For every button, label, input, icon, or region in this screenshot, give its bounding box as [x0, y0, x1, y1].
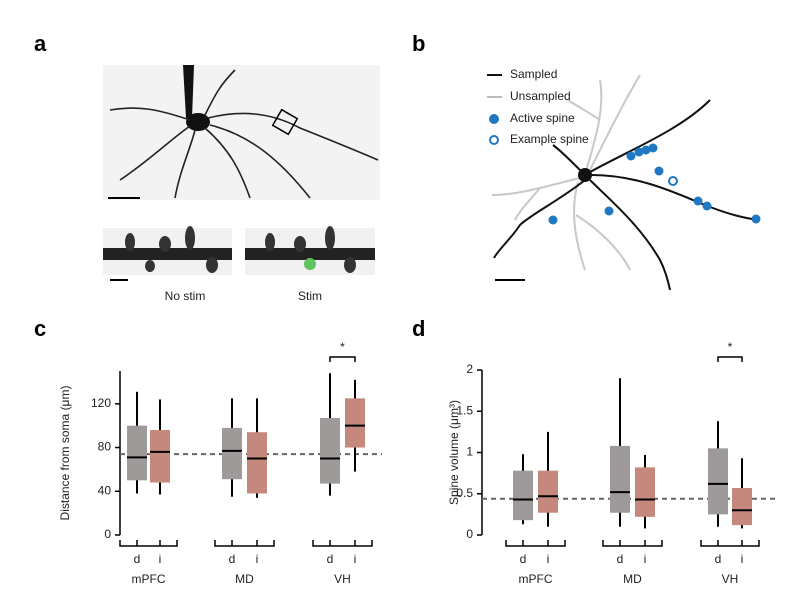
box [127, 425, 147, 481]
x-tick-label: i [354, 552, 357, 566]
box [345, 398, 365, 448]
x-tick-label: d [327, 552, 334, 566]
x-tick-label: i [547, 552, 550, 566]
box [150, 430, 170, 483]
group-bracket [700, 540, 760, 547]
y-tick-label: 0 [466, 527, 473, 541]
x-tick-label: d [715, 552, 722, 566]
legend-label: Active spine [510, 111, 575, 125]
y-tick-label: 1 [466, 445, 473, 459]
y-tick-label: 2 [466, 362, 473, 376]
group-label: MD [235, 572, 254, 586]
legend-label: Sampled [510, 67, 557, 81]
caption: No stim [165, 289, 206, 303]
box [320, 418, 340, 484]
legend-label: Unsampled [510, 89, 571, 103]
y-tick-label: 40 [98, 483, 112, 497]
x-tick-label: d [134, 552, 141, 566]
significance-bracket [329, 356, 356, 362]
x-tick-label: i [159, 552, 162, 566]
group-label: VH [334, 572, 351, 586]
micrograph [103, 65, 380, 281]
caption: Stim [298, 289, 322, 303]
group-label: MD [623, 572, 642, 586]
significance-mark: * [340, 340, 345, 354]
group-label: mPFC [519, 572, 553, 586]
x-tick-label: i [256, 552, 259, 566]
group-bracket [602, 540, 663, 547]
group-bracket [119, 540, 178, 547]
x-tick-label: d [520, 552, 527, 566]
box [732, 487, 752, 526]
box [610, 445, 630, 513]
box [513, 470, 533, 521]
group-bracket [312, 540, 373, 547]
legend-label: Example spine [510, 132, 589, 146]
significance-bracket [717, 356, 743, 362]
box [222, 427, 242, 480]
box [538, 470, 558, 513]
group-bracket [214, 540, 275, 547]
box [635, 467, 655, 517]
y-tick-label: 0.5 [456, 486, 473, 500]
x-tick-label: d [617, 552, 624, 566]
panel-letter: b [412, 31, 425, 56]
group-label: mPFC [132, 572, 166, 586]
y-tick-label: 0 [104, 527, 111, 541]
y-tick-label: 120 [91, 396, 111, 410]
x-tick-label: i [741, 552, 744, 566]
panel-letter: a [34, 31, 47, 56]
y-axis-label: Spine volume (μm³) [447, 400, 461, 505]
group-label: VH [722, 572, 739, 586]
y-tick-label: 80 [98, 440, 112, 454]
reconstruction [487, 74, 761, 291]
box [247, 432, 267, 494]
group-bracket [505, 540, 566, 547]
y-axis-label: Distance from soma (μm) [58, 386, 72, 521]
x-tick-label: i [644, 552, 647, 566]
panel-letter: c [34, 316, 46, 341]
y-tick-label: 1.5 [456, 403, 473, 417]
box [708, 448, 728, 515]
panel-letter: d [412, 316, 425, 341]
x-tick-label: d [229, 552, 236, 566]
significance-mark: * [728, 340, 733, 354]
